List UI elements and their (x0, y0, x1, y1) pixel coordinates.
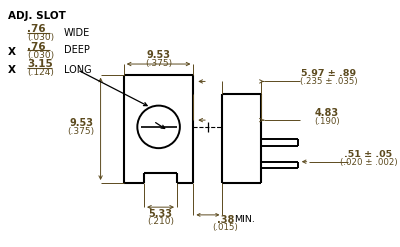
Text: 9.53: 9.53 (69, 118, 93, 128)
Text: MIN.: MIN. (234, 215, 255, 224)
Text: DEEP: DEEP (64, 45, 90, 56)
Text: 5.97 ± .89: 5.97 ± .89 (301, 69, 356, 78)
Text: .76: .76 (27, 24, 46, 34)
Text: (.015): (.015) (212, 223, 238, 232)
Text: (.190): (.190) (314, 117, 340, 125)
Text: WIDE: WIDE (64, 28, 90, 38)
Text: (.210): (.210) (147, 217, 174, 226)
Text: (.030): (.030) (27, 33, 54, 42)
Text: 5.33: 5.33 (148, 209, 172, 219)
Text: (.375): (.375) (145, 59, 172, 68)
Text: 9.53: 9.53 (146, 50, 170, 60)
Text: 4.83: 4.83 (315, 108, 339, 118)
Text: (.124): (.124) (27, 68, 54, 77)
Text: X: X (8, 65, 16, 75)
Text: 3.15: 3.15 (27, 59, 53, 69)
Text: X: X (8, 47, 16, 57)
Text: (.235 ± .035): (.235 ± .035) (300, 77, 358, 86)
Text: ADJ. SLOT: ADJ. SLOT (8, 11, 66, 21)
Text: (.020 ± .002): (.020 ± .002) (340, 158, 397, 167)
Text: .38: .38 (217, 215, 234, 225)
Text: (.030): (.030) (27, 51, 54, 60)
Text: (.375): (.375) (68, 127, 95, 136)
Text: .51 ± .05: .51 ± .05 (344, 150, 392, 159)
Text: .76: .76 (27, 42, 46, 52)
Text: LONG: LONG (64, 65, 92, 75)
